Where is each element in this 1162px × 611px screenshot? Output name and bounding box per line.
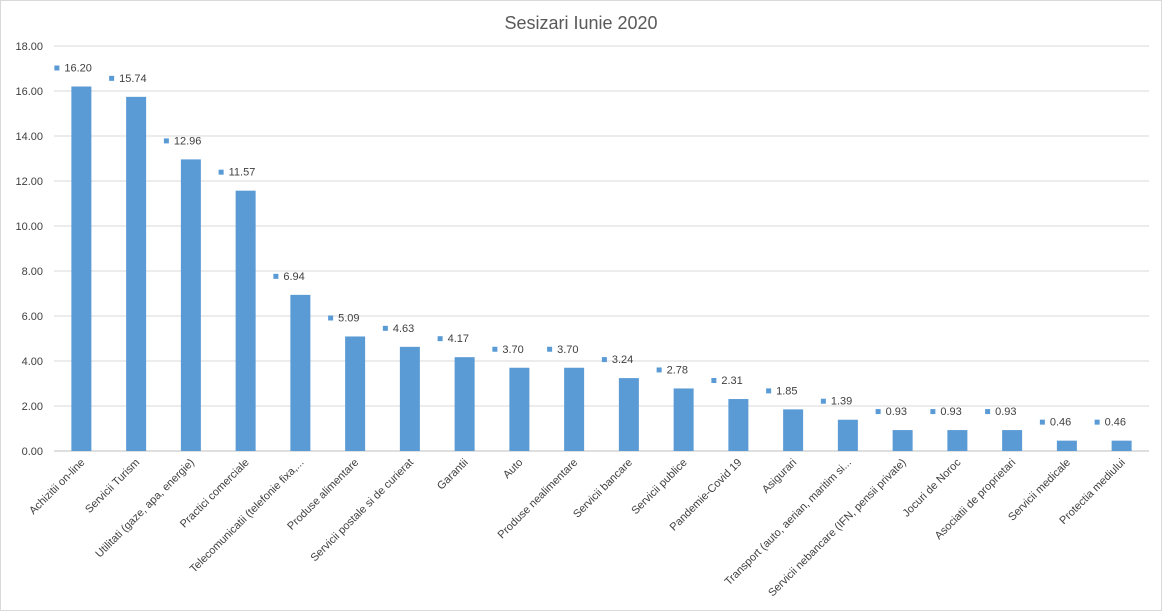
bar — [1056, 440, 1077, 451]
data-label: 12.96 — [174, 135, 202, 147]
chart-title: Sesizari Iunie 2020 — [504, 13, 657, 33]
x-tick-label: Servicii bancare — [571, 457, 635, 521]
y-tick-label: 0.00 — [22, 446, 43, 458]
bar — [290, 294, 311, 451]
data-label-marker — [382, 325, 388, 331]
bar — [728, 399, 749, 451]
data-label: 1.85 — [776, 385, 797, 397]
data-label: 2.78 — [667, 364, 688, 376]
bar — [509, 367, 530, 451]
bars — [71, 86, 1132, 452]
bar — [837, 419, 858, 451]
data-label: 0.93 — [995, 406, 1016, 418]
data-label: 3.70 — [557, 344, 578, 356]
y-tick-label: 18.00 — [15, 41, 43, 53]
bar — [618, 378, 639, 451]
bar — [399, 346, 420, 451]
data-label: 0.46 — [1105, 417, 1126, 429]
x-tick-label: Asigurari — [760, 457, 799, 496]
x-tick-label: Garantii — [435, 457, 471, 493]
data-label: 5.09 — [338, 312, 359, 324]
x-tick-label: Achizitii on-line — [27, 457, 87, 517]
bar — [1111, 440, 1132, 451]
bar — [564, 367, 585, 451]
y-tick-label: 12.00 — [15, 176, 43, 188]
x-tick-label: Telecomunicatii (telefonie fixa,... — [188, 457, 307, 576]
data-label-marker — [656, 367, 662, 373]
bar — [1002, 430, 1023, 451]
data-label-marker — [492, 346, 498, 352]
data-label-marker — [328, 315, 334, 321]
y-tick-label: 6.00 — [22, 311, 43, 323]
data-label: 6.94 — [283, 271, 304, 283]
x-tick-label: Servicii postale si de curierat — [309, 457, 416, 564]
data-label: 1.39 — [831, 396, 852, 408]
bar — [71, 86, 92, 451]
bar — [180, 159, 201, 451]
x-tick-label: Servicii Turism — [83, 457, 142, 516]
x-tick-label: Servicii publice — [629, 457, 689, 517]
y-tick-label: 10.00 — [15, 221, 43, 233]
data-label: 15.74 — [119, 73, 147, 85]
data-label-marker — [601, 357, 607, 363]
data-label: 2.31 — [721, 375, 742, 387]
bar — [673, 388, 694, 451]
data-label: 11.57 — [229, 167, 256, 179]
bar — [235, 190, 256, 452]
data-label-marker — [547, 346, 553, 352]
y-axis-ticks: 0.00 2.00 4.00 6.00 8.00 10.00 12.00 14.00 16.00… — [15, 41, 43, 458]
bar — [345, 336, 366, 451]
data-label-marker — [109, 75, 115, 81]
data-label-marker — [273, 273, 279, 279]
y-tick-label: 4.00 — [22, 356, 43, 368]
bar — [947, 430, 968, 451]
data-label: 0.46 — [1050, 417, 1071, 429]
data-label-marker — [985, 409, 991, 415]
y-tick-label: 2.00 — [22, 401, 43, 413]
data-label-marker — [711, 378, 717, 384]
bar — [454, 357, 475, 451]
x-tick-label: Jocuri de Noroc — [901, 456, 964, 519]
x-tick-label: Utilitati (gaze, apa, energie) — [93, 457, 197, 561]
data-label: 16.20 — [64, 63, 92, 75]
data-label-marker — [163, 138, 169, 144]
y-tick-label: 8.00 — [22, 266, 43, 278]
data-label: 0.93 — [940, 406, 961, 418]
data-label: 3.24 — [612, 354, 633, 366]
data-label-marker — [218, 169, 224, 175]
y-tick-label: 14.00 — [15, 131, 43, 143]
data-label-marker — [820, 398, 826, 404]
data-label: 4.17 — [448, 333, 469, 345]
x-tick-label: Auto — [501, 457, 525, 481]
bar — [892, 430, 913, 451]
data-label: 4.63 — [393, 323, 414, 335]
data-label: 3.70 — [502, 344, 523, 356]
y-tick-label: 16.00 — [15, 86, 43, 98]
data-label-marker — [875, 409, 881, 415]
gridlines — [54, 45, 1149, 452]
data-label-marker — [437, 336, 443, 342]
data-labels: 16.20 15.74 12.96 11.57 6.94 5.09 4.63 4.17 3.70… — [54, 63, 1126, 429]
bar — [783, 409, 804, 451]
data-label: 0.93 — [886, 406, 907, 418]
data-label-marker — [1094, 419, 1100, 425]
data-label-marker — [766, 388, 772, 394]
data-label-marker — [930, 409, 936, 415]
bar — [126, 96, 147, 451]
data-label-marker — [1039, 419, 1045, 425]
data-label-marker — [54, 65, 60, 71]
